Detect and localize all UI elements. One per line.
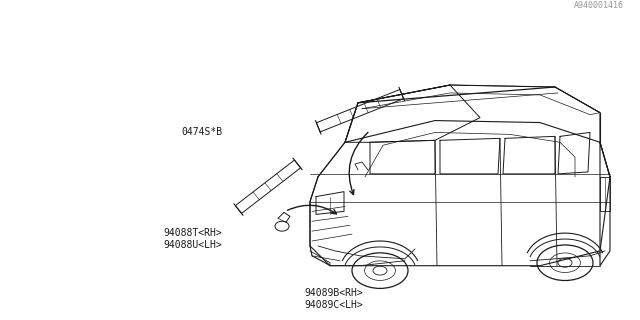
Text: 0474S*B: 0474S*B (181, 127, 222, 137)
Text: 94088U<LH>: 94088U<LH> (163, 240, 222, 250)
Text: 94089C<LH>: 94089C<LH> (304, 300, 363, 310)
FancyArrowPatch shape (349, 132, 368, 195)
Text: A940001416: A940001416 (574, 1, 624, 10)
FancyArrowPatch shape (287, 205, 337, 214)
Text: 94089B<RH>: 94089B<RH> (304, 288, 363, 299)
Text: 94088T<RH>: 94088T<RH> (163, 228, 222, 238)
